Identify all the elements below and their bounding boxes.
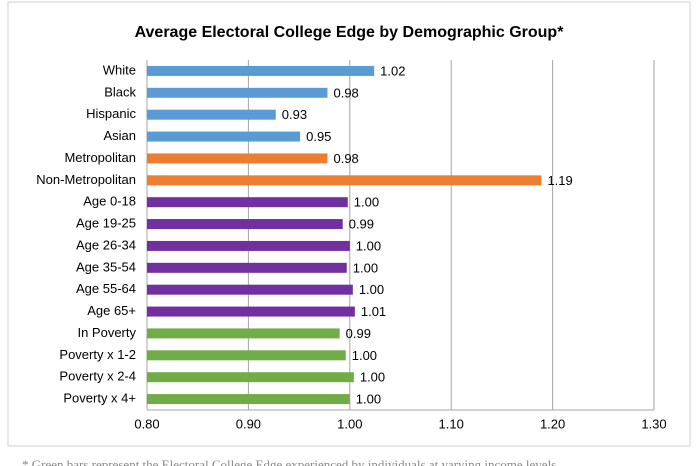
value-label: 0.98 bbox=[333, 151, 358, 166]
y-tick-label: Poverty x 2-4 bbox=[59, 369, 136, 384]
y-tick-label: Age 65+ bbox=[87, 303, 136, 318]
y-tick-label: Age 19-25 bbox=[76, 216, 136, 231]
bar bbox=[147, 87, 328, 98]
value-label: 1.00 bbox=[354, 195, 379, 210]
value-label: 1.00 bbox=[356, 392, 381, 407]
value-label: 1.02 bbox=[380, 63, 405, 78]
value-label: 1.00 bbox=[360, 370, 385, 385]
value-label: 1.00 bbox=[353, 260, 378, 275]
y-tick-label: Age 0-18 bbox=[83, 194, 136, 209]
bar bbox=[147, 131, 301, 142]
x-tick-label: 1.00 bbox=[337, 416, 362, 431]
bar bbox=[147, 240, 350, 251]
y-tick-label: Asian bbox=[103, 128, 136, 143]
value-label: 0.99 bbox=[346, 326, 371, 341]
bar bbox=[147, 284, 353, 295]
value-label: 1.01 bbox=[361, 304, 386, 319]
y-tick-label: Non-Metropolitan bbox=[36, 172, 136, 187]
y-tick-label: Age 26-34 bbox=[76, 237, 136, 252]
bar bbox=[147, 394, 350, 405]
value-label: 0.95 bbox=[306, 129, 331, 144]
value-label: 1.00 bbox=[356, 238, 381, 253]
bar bbox=[147, 175, 542, 186]
bar bbox=[147, 262, 347, 273]
y-tick-label: In Poverty bbox=[77, 325, 136, 340]
x-tick-label: 1.30 bbox=[641, 416, 666, 431]
x-tick-label: 0.80 bbox=[134, 416, 159, 431]
y-tick-label: Hispanic bbox=[86, 106, 136, 121]
y-tick-label: Age 35-54 bbox=[76, 259, 136, 274]
bar bbox=[147, 153, 328, 164]
bar bbox=[147, 65, 375, 76]
x-tick-label: 1.10 bbox=[439, 416, 464, 431]
bar bbox=[147, 328, 340, 339]
value-label: 0.99 bbox=[349, 217, 374, 232]
bar bbox=[147, 372, 354, 383]
bar bbox=[147, 350, 346, 361]
chart-frame bbox=[7, 1, 691, 447]
bar bbox=[147, 306, 355, 317]
value-label: 1.00 bbox=[352, 348, 377, 363]
bar bbox=[147, 109, 276, 120]
bar bbox=[147, 197, 348, 208]
footnote: * Green bars represent the Electoral Col… bbox=[22, 457, 556, 466]
chart-title: Average Electoral College Edge by Demogr… bbox=[135, 24, 565, 41]
x-tick-label: 1.20 bbox=[540, 416, 565, 431]
value-label: 1.00 bbox=[359, 282, 384, 297]
value-label: 0.98 bbox=[333, 85, 358, 100]
y-tick-label: White bbox=[103, 62, 136, 77]
value-label: 0.93 bbox=[282, 107, 307, 122]
bar bbox=[147, 219, 343, 230]
y-tick-label: Metropolitan bbox=[64, 150, 136, 165]
x-tick-label: 0.90 bbox=[236, 416, 261, 431]
y-tick-label: Poverty x 1-2 bbox=[59, 347, 136, 362]
y-tick-label: Age 55-64 bbox=[76, 281, 136, 296]
y-tick-label: Black bbox=[104, 84, 136, 99]
value-label: 1.19 bbox=[547, 173, 572, 188]
y-tick-label: Poverty x 4+ bbox=[63, 391, 136, 406]
